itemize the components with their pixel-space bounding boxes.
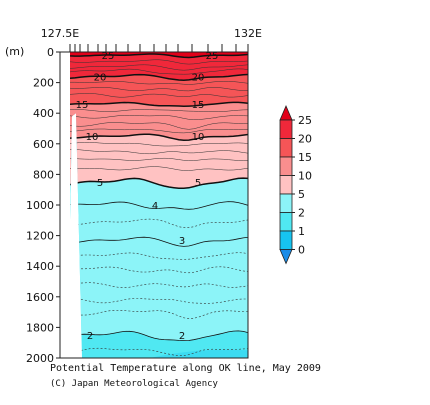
isotherm-minor bbox=[70, 142, 248, 147]
isotherm-15 bbox=[70, 101, 248, 107]
x-axis-ticks bbox=[69, 44, 249, 52]
isotherm-25 bbox=[70, 53, 248, 59]
isotherm-minor bbox=[70, 149, 248, 155]
isotherm-minor bbox=[70, 87, 248, 92]
isotherm-minor bbox=[70, 64, 248, 71]
isotherm-minor bbox=[70, 166, 248, 171]
colorbar-top-arrow bbox=[279, 104, 293, 121]
isotherm-4 bbox=[70, 201, 248, 210]
isotherm-label-10: 10 bbox=[86, 132, 99, 143]
colorbar-swatch bbox=[279, 193, 293, 213]
isotherm-minor bbox=[70, 115, 248, 120]
y-tick-label: 800 bbox=[33, 168, 54, 181]
isotherm-5 bbox=[70, 177, 248, 190]
chart-caption: Potential Temperature along OK line, May… bbox=[50, 363, 321, 374]
isotherm-dashed bbox=[70, 218, 248, 228]
colorbar-label: 15 bbox=[298, 151, 312, 164]
isotherm-dashed bbox=[70, 282, 248, 288]
colorbar-swatch bbox=[279, 230, 293, 250]
isotherm-label-2: 2 bbox=[179, 331, 185, 342]
isotherm-dashed bbox=[70, 298, 248, 304]
isotherm-label-20: 20 bbox=[94, 72, 107, 83]
y-axis: 0 200 400 600 800 1000 1200 1400 1600 1800 2000 bbox=[26, 46, 60, 365]
isotherm-minor bbox=[70, 68, 248, 75]
isotherm-10 bbox=[70, 133, 248, 141]
colorbar-label: 5 bbox=[298, 188, 305, 201]
isotherm-minor bbox=[70, 109, 248, 112]
isotherm-label-15: 15 bbox=[192, 100, 205, 111]
isotherm-label-4: 4 bbox=[152, 201, 158, 212]
band-deep-patch bbox=[150, 349, 248, 358]
y-tick-label: 400 bbox=[33, 107, 54, 120]
colorbar-swatch bbox=[279, 175, 293, 195]
isotherm-dashed bbox=[70, 252, 248, 260]
colorbar-label: 25 bbox=[298, 114, 312, 127]
isotherm-label-25: 25 bbox=[206, 51, 219, 62]
isotherm-label-15: 15 bbox=[76, 100, 89, 111]
colorbar-label: 2 bbox=[298, 207, 305, 220]
y-tick-label: 1000 bbox=[26, 199, 54, 212]
y-tick-label: 600 bbox=[33, 138, 54, 151]
isotherm-dashed bbox=[70, 309, 248, 319]
y-tick-label: 1400 bbox=[26, 260, 54, 273]
isotherm-3 bbox=[70, 236, 248, 247]
x-tick-label-west: 127.5E bbox=[41, 27, 79, 40]
isotherm-minor bbox=[70, 81, 248, 85]
isotherm-label-3: 3 bbox=[179, 236, 185, 247]
colorbar-label: 20 bbox=[298, 133, 312, 146]
credit-text: (C) Japan Meteorological Agency bbox=[50, 379, 219, 389]
isotherm-minor bbox=[70, 93, 248, 98]
isotherm-minor bbox=[70, 157, 248, 161]
x-tick-label-east: 132E bbox=[234, 27, 262, 40]
isotherm-label-20: 20 bbox=[192, 72, 205, 83]
y-tick-label: 200 bbox=[33, 77, 54, 90]
isotherm-label-10: 10 bbox=[192, 132, 205, 143]
colorbar-swatch bbox=[279, 212, 293, 232]
y-axis-unit-label: (m) bbox=[5, 45, 24, 58]
isotherm-label-5: 5 bbox=[97, 178, 103, 189]
colorbar-bottom-arrow bbox=[279, 249, 293, 265]
y-tick-label: 2000 bbox=[26, 352, 54, 365]
y-tick-label: 1800 bbox=[26, 321, 54, 334]
isotherm-label-5: 5 bbox=[195, 178, 201, 189]
colorbar-label: 0 bbox=[298, 244, 305, 257]
isotherm-dashed bbox=[70, 347, 248, 356]
y-tick-label: 0 bbox=[47, 46, 54, 59]
colorbar-label: 10 bbox=[298, 170, 312, 183]
colorbar-swatch bbox=[279, 156, 293, 176]
y-tick-label: 1600 bbox=[26, 291, 54, 304]
isotherm-label-2: 2 bbox=[87, 331, 93, 342]
y-tick-label: 1200 bbox=[26, 230, 54, 243]
colorbar-swatch bbox=[279, 119, 293, 139]
isotherm-minor bbox=[70, 59, 248, 65]
isotherm-2 bbox=[70, 330, 248, 342]
isotherm-dashed bbox=[70, 266, 248, 274]
isotherm-minor bbox=[70, 122, 248, 130]
isotherm-label-25: 25 bbox=[102, 51, 115, 62]
isotherm-minor bbox=[70, 128, 248, 134]
isotherm-20 bbox=[70, 73, 248, 81]
isotherm-lines bbox=[70, 53, 248, 356]
colorbar-label: 1 bbox=[298, 225, 305, 238]
colorbar-swatch bbox=[279, 138, 293, 158]
